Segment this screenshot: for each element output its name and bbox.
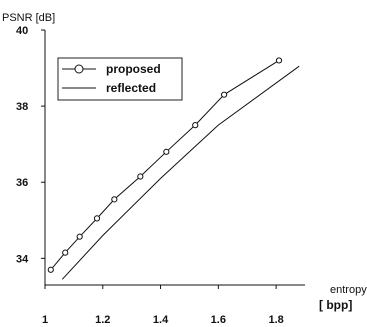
data-point-proposed xyxy=(111,196,118,203)
data-point-proposed xyxy=(93,215,101,222)
series-line-proposed xyxy=(50,59,280,271)
y-axis-label: PSNR [dB] xyxy=(2,12,55,24)
axes xyxy=(44,30,305,286)
data-point-proposed xyxy=(163,148,170,155)
legend-marker-proposed xyxy=(74,64,84,74)
series xyxy=(47,57,300,280)
x-tick-label: 1.2 xyxy=(95,314,110,326)
y-tick-label: 38 xyxy=(16,101,28,113)
data-point-proposed xyxy=(192,122,199,129)
series-line-reflected xyxy=(61,65,300,280)
legend: proposed reflected xyxy=(57,57,183,101)
data-point-proposed xyxy=(221,91,228,98)
series-reflected xyxy=(61,65,300,280)
data-point-proposed xyxy=(137,173,144,180)
y-tick-label: 36 xyxy=(16,177,28,189)
y-tick-label: 34 xyxy=(16,253,29,265)
series-proposed xyxy=(47,57,283,273)
data-point-proposed xyxy=(275,57,283,64)
data-point-proposed xyxy=(47,266,54,273)
x-axis-label: entropy xyxy=(330,284,367,296)
legend-label-proposed: proposed xyxy=(106,62,161,76)
x-tick-label: 1.6 xyxy=(211,314,226,326)
y-tick-label: 40 xyxy=(16,25,28,37)
ticks: 1 1.2 1.4 1.6 1.8 34 36 38 40 xyxy=(16,25,284,326)
x-tick-label: 1 xyxy=(42,314,48,326)
x-tick-label: 1.8 xyxy=(268,314,283,326)
x-axis-unit: [ bpp] xyxy=(319,298,352,312)
data-point-proposed xyxy=(62,249,69,256)
x-tick-label: 1.4 xyxy=(153,314,169,326)
legend-label-reflected: reflected xyxy=(106,81,156,95)
data-point-proposed xyxy=(76,233,83,240)
